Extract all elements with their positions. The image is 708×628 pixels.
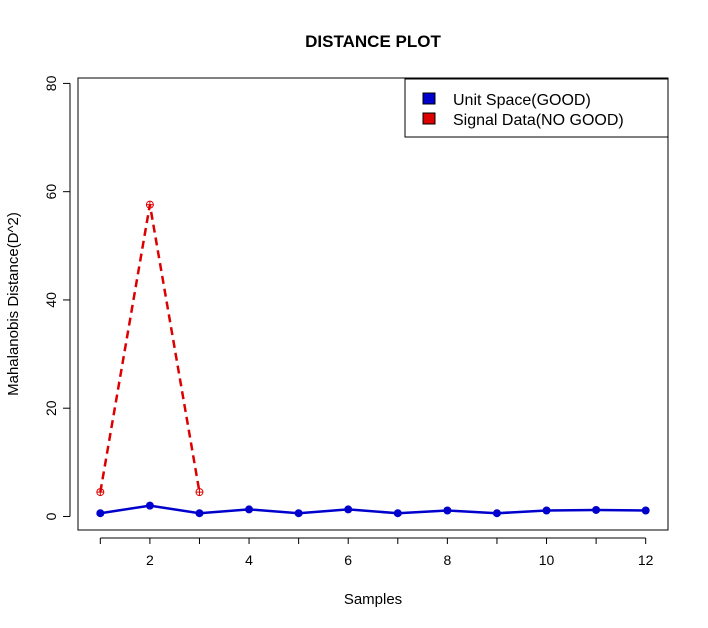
legend-label-signal-data: Signal Data(NO GOOD) bbox=[453, 112, 624, 129]
y-tick-label: 40 bbox=[43, 292, 59, 308]
series-layer bbox=[96, 200, 650, 518]
y-tick-label: 20 bbox=[43, 400, 59, 416]
y-axis: 0 20 40 60 80 bbox=[43, 75, 71, 520]
legend: Unit Space(GOOD) Signal Data(NO GOOD) bbox=[404, 78, 669, 138]
data-point bbox=[344, 505, 353, 514]
y-tick-label: 0 bbox=[43, 512, 59, 520]
y-tick-label: 60 bbox=[43, 184, 59, 200]
data-point bbox=[443, 506, 452, 515]
legend-box bbox=[404, 78, 669, 138]
y-tick-label: 80 bbox=[43, 75, 59, 91]
x-tick-label: 10 bbox=[539, 552, 555, 568]
data-point bbox=[294, 509, 303, 518]
data-point bbox=[245, 505, 254, 514]
data-point bbox=[195, 509, 204, 518]
data-point bbox=[542, 506, 551, 515]
chart-title: DISTANCE PLOT bbox=[305, 32, 441, 51]
x-axis-label: Samples bbox=[344, 591, 402, 608]
data-point bbox=[492, 509, 501, 518]
data-point bbox=[145, 200, 154, 209]
x-tick-label: 12 bbox=[638, 552, 654, 568]
data-point bbox=[393, 509, 402, 518]
series-line-0 bbox=[100, 504, 646, 515]
x-tick-label: 2 bbox=[146, 552, 154, 568]
data-point bbox=[592, 505, 601, 514]
series-line-1 bbox=[99, 204, 201, 493]
y-axis-label: Mahalanobis Distance(D^2) bbox=[5, 212, 22, 396]
legend-swatch-unit-space bbox=[422, 92, 436, 105]
data-point bbox=[96, 509, 105, 518]
data-point bbox=[641, 506, 650, 515]
legend-label-unit-space: Unit Space(GOOD) bbox=[453, 92, 591, 109]
data-point bbox=[145, 501, 154, 510]
plot-area-frame bbox=[77, 77, 669, 531]
data-point bbox=[96, 488, 105, 497]
x-axis: 2 4 6 8 10 12 bbox=[99, 537, 654, 568]
x-tick-label: 6 bbox=[344, 552, 352, 568]
x-tick-label: 4 bbox=[245, 552, 253, 568]
x-tick-label: 8 bbox=[443, 552, 451, 568]
data-point bbox=[195, 488, 204, 497]
legend-swatch-signal-data bbox=[422, 112, 436, 125]
